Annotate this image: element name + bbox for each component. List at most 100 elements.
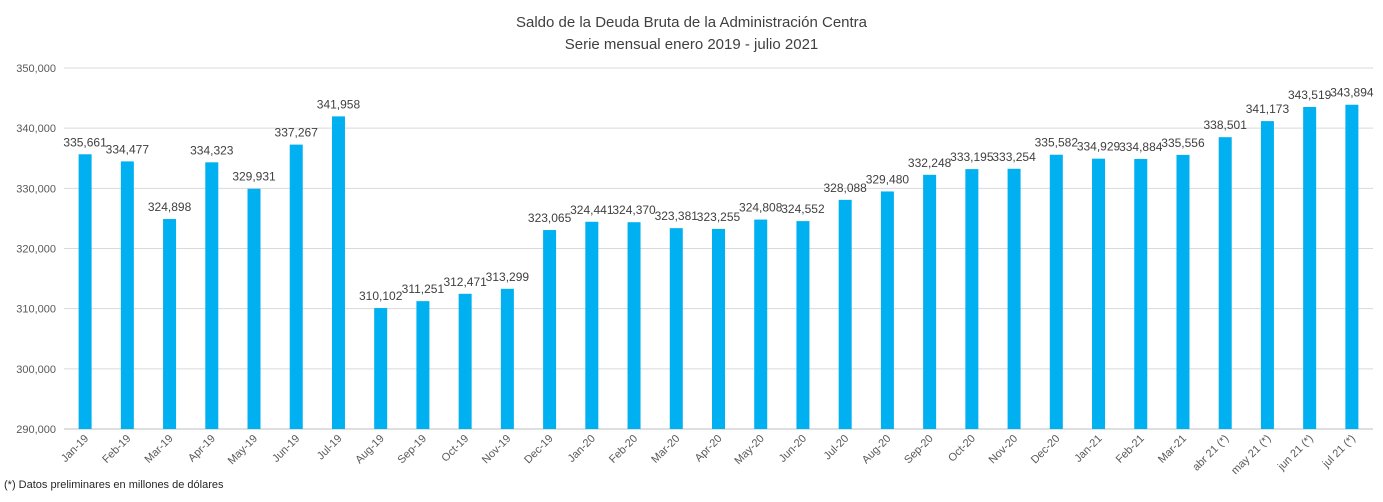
data-label: 323,255 — [697, 210, 741, 224]
data-label: 334,323 — [190, 143, 234, 157]
bar — [965, 169, 979, 429]
data-label: 337,267 — [275, 126, 319, 140]
x-tick-label: Feb-20 — [607, 433, 640, 466]
bar — [163, 219, 177, 429]
data-label: 324,808 — [739, 201, 783, 215]
bar — [585, 221, 599, 429]
y-tick-label: 340,000 — [16, 123, 56, 135]
x-tick-label: Aug-19 — [353, 433, 387, 467]
data-label: 343,894 — [1330, 86, 1374, 100]
data-label: 324,552 — [781, 202, 825, 216]
bar — [1007, 168, 1021, 429]
bar — [838, 199, 852, 429]
x-tick-label: Apr-19 — [186, 433, 218, 465]
x-tick-label: Dec-20 — [1029, 433, 1063, 467]
bar — [331, 116, 345, 429]
bar — [1260, 121, 1274, 429]
y-tick-label: 290,000 — [16, 424, 56, 436]
x-tick-label: Mar-21 — [1156, 433, 1189, 466]
data-label: 334,929 — [1077, 140, 1121, 154]
bar — [923, 174, 937, 429]
x-tick-label: Mar-19 — [143, 433, 176, 466]
bar — [712, 228, 725, 429]
bar — [1134, 158, 1148, 429]
chart-subtitle: Serie mensual enero 2019 - julio 2021 — [564, 36, 819, 53]
bar — [205, 162, 219, 429]
data-label: 313,299 — [486, 270, 530, 284]
bar — [78, 154, 92, 429]
x-tick-label: Jun-20 — [777, 433, 809, 465]
data-label: 332,248 — [908, 156, 952, 170]
bar — [669, 228, 683, 429]
bar — [1049, 154, 1063, 430]
data-label: 341,173 — [1246, 102, 1290, 116]
data-label: 338,501 — [1204, 118, 1248, 132]
data-label: 343,519 — [1288, 88, 1332, 102]
data-label: 323,065 — [528, 211, 572, 225]
bar — [374, 308, 388, 429]
bar — [796, 221, 810, 429]
data-label: 334,884 — [1119, 140, 1163, 154]
data-label: 328,088 — [823, 181, 867, 195]
data-label: 324,898 — [148, 200, 192, 214]
x-tick-label: Oct-19 — [439, 433, 471, 465]
data-label: 329,480 — [866, 172, 910, 186]
y-tick-label: 350,000 — [16, 63, 56, 75]
x-tick-label: Jan-20 — [566, 433, 598, 465]
bar — [754, 219, 768, 429]
x-tick-label: May-19 — [226, 433, 260, 467]
data-label: 335,661 — [63, 135, 107, 149]
y-tick-label: 320,000 — [16, 244, 56, 256]
data-label: 324,370 — [612, 203, 656, 217]
x-tick-label: Nov-19 — [480, 433, 514, 467]
bar — [543, 230, 557, 429]
data-label: 341,958 — [317, 97, 361, 111]
y-tick-label: 330,000 — [16, 183, 56, 195]
bar — [1176, 154, 1190, 430]
bar — [120, 161, 134, 429]
x-tick-label: Jan-21 — [1072, 433, 1104, 465]
x-tick-label: Jul-20 — [822, 433, 852, 463]
chart-title: Saldo de la Deuda Bruta de la Administra… — [515, 14, 868, 31]
bar — [458, 293, 472, 429]
bar — [500, 288, 514, 429]
bar — [289, 144, 303, 429]
bar — [880, 191, 894, 429]
bar — [627, 222, 641, 429]
x-tick-label: Sep-20 — [902, 433, 936, 467]
bar — [1345, 104, 1359, 430]
bar — [1303, 106, 1317, 429]
bar — [247, 188, 261, 429]
data-label: 323,381 — [655, 209, 699, 223]
x-tick-label: Nov-20 — [987, 433, 1021, 467]
data-label: 333,254 — [992, 150, 1036, 164]
x-tick-label: Jan-19 — [59, 433, 91, 465]
data-label: 334,477 — [106, 142, 150, 156]
data-label: 329,931 — [232, 170, 276, 184]
data-label: 335,582 — [1035, 136, 1079, 150]
data-label: 324,441 — [570, 203, 614, 217]
x-tick-label: Dec-19 — [522, 433, 556, 467]
x-tick-label: jun 21 (*) — [1275, 433, 1316, 474]
x-tick-label: Oct-20 — [946, 433, 978, 465]
x-tick-label: Jun-19 — [270, 433, 302, 465]
bar — [416, 301, 430, 429]
x-tick-label: Sep-19 — [395, 433, 429, 467]
bar — [1218, 137, 1232, 429]
data-label: 335,556 — [1161, 136, 1205, 150]
x-tick-label: May-20 — [732, 433, 766, 467]
x-tick-label: Mar-20 — [649, 433, 682, 466]
data-label: 310,102 — [359, 289, 403, 303]
x-tick-label: Jul-19 — [315, 433, 345, 463]
data-label: 311,251 — [402, 282, 445, 296]
data-label: 312,471 — [443, 275, 487, 289]
bar — [1092, 158, 1106, 429]
x-tick-label: Feb-19 — [100, 433, 133, 466]
x-tick-label: jul 21 (*) — [1320, 433, 1358, 471]
x-tick-label: Apr-20 — [693, 433, 725, 465]
y-tick-label: 300,000 — [16, 364, 56, 376]
x-tick-label: may 21 (*) — [1229, 433, 1273, 477]
x-tick-label: Aug-20 — [860, 433, 894, 467]
